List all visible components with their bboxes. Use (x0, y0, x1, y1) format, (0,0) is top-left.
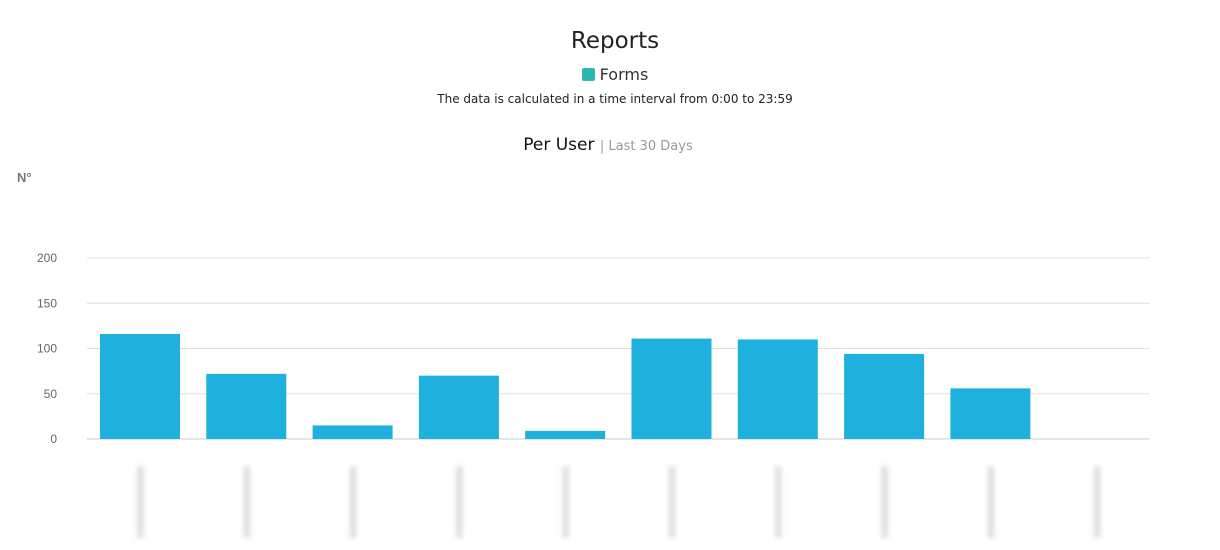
x-tick-label (881, 466, 889, 538)
bar[interactable] (418, 375, 499, 439)
page-title: Reports (570, 28, 660, 54)
legend[interactable]: Forms (0, 65, 1220, 84)
bar[interactable] (525, 430, 606, 439)
x-tick-label (137, 466, 144, 538)
x-tick-label (774, 466, 782, 538)
bar[interactable] (100, 334, 180, 439)
bar[interactable] (312, 425, 393, 439)
x-tick-label (1093, 466, 1101, 538)
bar[interactable] (950, 388, 1031, 439)
y-tick-label: 100 (37, 342, 57, 356)
x-tick-label (987, 466, 995, 538)
x-tick-label (349, 466, 357, 538)
bar[interactable] (206, 373, 287, 439)
bar[interactable] (844, 353, 925, 439)
legend-swatch-icon (581, 68, 595, 81)
legend-label: Forms (599, 65, 649, 84)
bar[interactable] (631, 338, 712, 439)
y-tick-label: 50 (44, 387, 58, 401)
x-tick-label (668, 466, 676, 538)
y-tick-label: 0 (50, 432, 57, 446)
y-tick-label: 200 (37, 251, 57, 265)
chart-subtitle: | Last 30 Days (599, 139, 693, 154)
y-axis-label: N° (17, 170, 32, 185)
bar[interactable] (737, 339, 818, 439)
x-tick-label (243, 466, 251, 538)
chart-title: Per User | Last 30 Days (0, 135, 1216, 155)
x-tick-label (562, 466, 570, 538)
chart-title-text: Per User (523, 135, 595, 155)
x-tick-label (455, 466, 463, 538)
time-interval-note: The data is calculated in a time interva… (437, 92, 793, 106)
y-tick-label: 150 (37, 296, 57, 310)
chart-subtitle-text: Last 30 Days (608, 139, 693, 154)
